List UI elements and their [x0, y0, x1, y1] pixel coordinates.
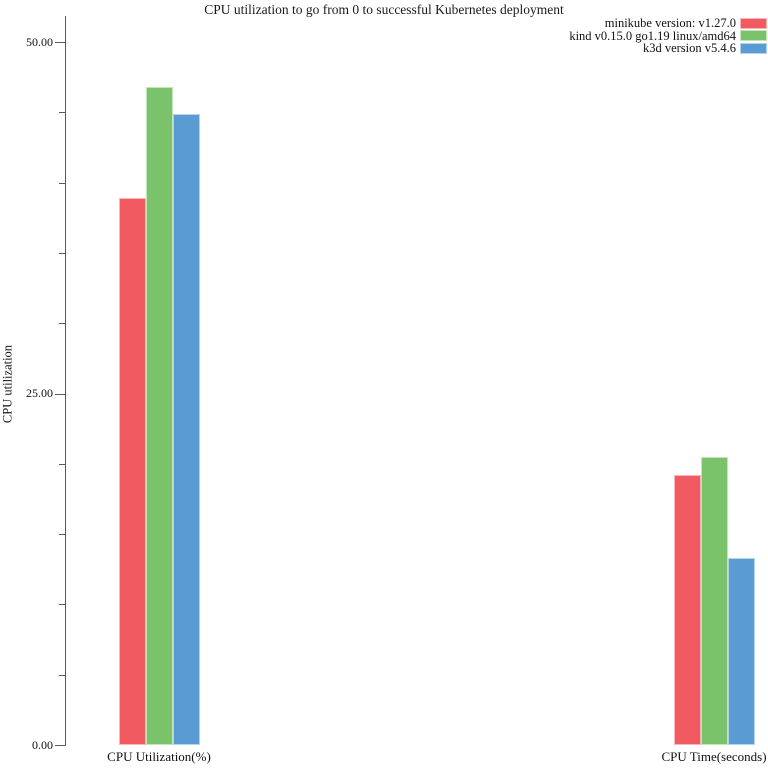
y-axis-major-tick: [55, 42, 65, 43]
bar-cpu-time-seconds--series-0: [673, 475, 701, 745]
y-axis-minor-tick: [59, 463, 65, 465]
legend-item: kind v0.15.0 go1.19 linux/amd64: [569, 30, 767, 43]
y-axis-minor-tick: [59, 182, 65, 184]
x-category-label: CPU Time(seconds): [661, 749, 767, 764]
y-axis-minor-tick: [59, 674, 65, 676]
y-axis-minor-tick: [59, 112, 65, 114]
legend-item-label: k3d version v5.4.6: [642, 41, 736, 56]
bar-cpu-utilization--series-2: [172, 113, 200, 745]
bar-cpu-time-seconds--series-2: [727, 558, 755, 745]
bar-cpu-utilization--series-1: [145, 87, 173, 745]
chart-title: CPU utilization to go from 0 to successf…: [204, 2, 564, 17]
y-axis-tick-label: 25.00: [26, 386, 53, 400]
legend-swatch: [740, 42, 767, 54]
y-axis-label: CPU utilization: [0, 344, 15, 424]
y-axis-minor-tick: [59, 252, 65, 254]
legend: minikube version: v1.27.0 kind v0.15.0 go…: [569, 17, 767, 55]
y-axis-minor-tick: [59, 604, 65, 606]
legend-item-label: kind v0.15.0 go1.19 linux/amd64: [569, 28, 736, 43]
y-axis-major-tick: [55, 745, 65, 746]
x-category-label: CPU Utilization(%): [107, 749, 211, 764]
legend-swatch: [740, 17, 767, 29]
legend-swatch: [740, 30, 767, 42]
legend-item: minikube version: v1.27.0: [569, 17, 767, 30]
y-axis-line: [65, 16, 66, 746]
legend-item: k3d version v5.4.6: [569, 42, 767, 55]
bar-cpu-time-seconds--series-1: [700, 456, 728, 745]
y-axis-minor-tick: [59, 534, 65, 536]
y-axis-major-tick: [55, 393, 65, 395]
y-axis-tick-label: 50.00: [26, 34, 53, 49]
y-axis-minor-tick: [59, 323, 65, 325]
y-axis-tick-label: 0.00: [32, 737, 53, 752]
legend-item-label: minikube version: v1.27.0: [604, 16, 736, 31]
bar-cpu-utilization--series-0: [118, 198, 146, 745]
